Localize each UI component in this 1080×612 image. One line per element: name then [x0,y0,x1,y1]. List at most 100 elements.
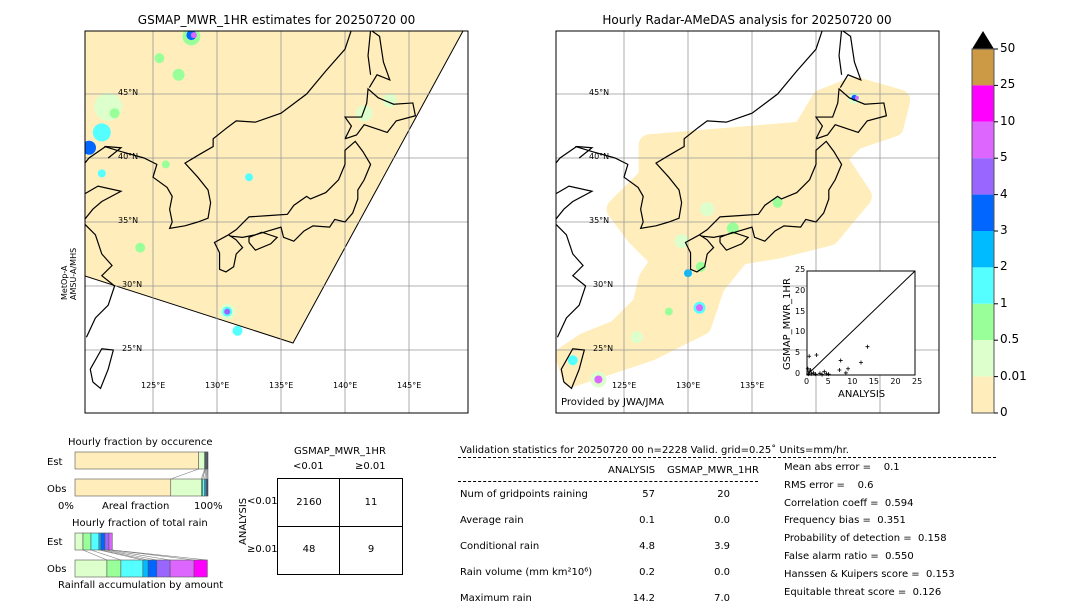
scatter-ytick: 25 [795,265,806,274]
connector-line [202,468,206,480]
scatter-point [837,368,842,373]
score-line: Correlation coeff = 0.594 [784,497,914,509]
coastline [719,231,750,251]
stat-label: Num of gridpoints raining [460,489,588,500]
connector-line [104,549,157,561]
colorbar-segment [972,231,994,268]
credit-label: Provided by JWA/JMA [561,397,664,408]
lon-label: 135°E [269,381,294,390]
rain-blob [224,308,231,315]
bar-segment [198,451,205,470]
stat-label: Rain volume (mm km²10⁶) [460,567,593,578]
lat-label: 45°N [589,88,610,97]
scatter-point [820,372,825,377]
scatter-point [843,370,848,375]
bar-segment [74,478,172,497]
areal-fraction-label: Areal fraction [102,501,170,512]
scatter-ytick: 5 [795,348,801,358]
bar-segment [74,532,84,551]
lon-label: 125°E [612,381,637,390]
rain-blob [772,197,783,208]
stats-header: Validation statistics for 20250720 00 n=… [460,445,849,456]
colorbar-segment [972,85,994,122]
coastline [367,31,391,88]
satellite-label: MetOp-A AMSU-A/MHS [60,248,78,300]
occurrence-title: Hourly fraction by occurence [68,437,213,448]
lat-label: 35°N [589,216,610,225]
scatter-point [817,371,822,376]
scatter-xtick: 25 [912,377,923,386]
score-line: Equitable threat score = 0.126 [784,586,942,598]
col-analysis: ANALYSIS [608,465,656,476]
lon-label: 130°E [205,381,230,390]
rain-blob [161,160,170,169]
rain-blob [109,108,120,119]
one-to-one-line [806,270,916,376]
coastline [699,140,843,242]
coastline [89,348,115,390]
coastline [556,145,594,338]
colorbar-label: 0.01 [1000,368,1027,383]
stat-label: Maximum rain [460,593,532,604]
score-line: Probability of detection = 0.158 [784,533,947,545]
rain-blob [854,95,859,100]
lat-label: 25°N [593,344,614,353]
lon-label: 125°E [141,381,166,390]
lon-label: 140°E [333,381,358,390]
bar-segment [100,532,106,551]
stat-analysis: 14.2 [632,593,655,604]
scatter-xtick: 10 [847,377,858,386]
colorbar-extend-arrow [972,31,994,49]
connector-line [201,468,205,480]
scatter-point [865,344,870,349]
scatter-ylabel: GSMAP_MWR_1HR [782,278,793,370]
stat-gsmap: 7.0 [714,593,730,604]
colorbar-label: 50 [1000,41,1016,55]
stat-analysis: 57 [642,489,655,500]
rain-blob [154,53,165,64]
rain-blob [630,331,643,344]
bar-segment [142,559,149,578]
bar-segment [90,532,100,551]
scatter-point [807,354,812,359]
rain-blob [92,123,111,142]
colorbar-segment [972,49,994,86]
rain-blob [356,105,373,122]
contingency-col-title: GSMAP_MWR_1HR [294,446,386,457]
coastline [838,31,862,88]
scatter-xlabel: ANALYSIS [838,389,886,400]
map-frame [84,30,469,414]
lat-label: 30°N [593,280,614,289]
connector-line [112,549,208,561]
bar-segment [193,559,208,578]
connector-line [100,549,149,561]
colorbar-label: 10 [1000,113,1016,128]
contingency-table: 2160 11 48 9 [277,478,403,575]
tick-0pct: 0% [58,501,74,512]
colorbar-segment [972,303,994,341]
lon-label: 130°E [676,381,701,390]
bar-segment [108,532,113,551]
rain-blob [135,242,146,253]
coastline [228,140,372,242]
score-line: Mean abs error = 0.1 [784,462,900,473]
connector-line [204,468,207,480]
connector-line [82,549,108,561]
colorbar-segment [972,121,994,159]
rain-accum-label: Rainfall accumulation by amount [58,580,224,591]
satellite-name: MetOp-A [60,265,69,300]
rain-blob [85,140,96,155]
stat-analysis: 0.2 [639,567,655,578]
lon-label: 145°E [397,381,422,390]
bar-segment [207,451,209,470]
score-line: Frequency bias = 0.351 [784,515,906,527]
colorbar-label: 5 [1000,150,1008,165]
rain-blob [567,355,578,366]
stat-label: Conditional rain [460,541,540,552]
lat-label: 45°N [118,88,139,97]
coastline [575,31,823,230]
connector-line [170,468,199,480]
coastline [343,87,417,140]
score-line: RMS error = 0.6 [784,479,874,491]
scatter-ytick: 15 [795,306,806,316]
